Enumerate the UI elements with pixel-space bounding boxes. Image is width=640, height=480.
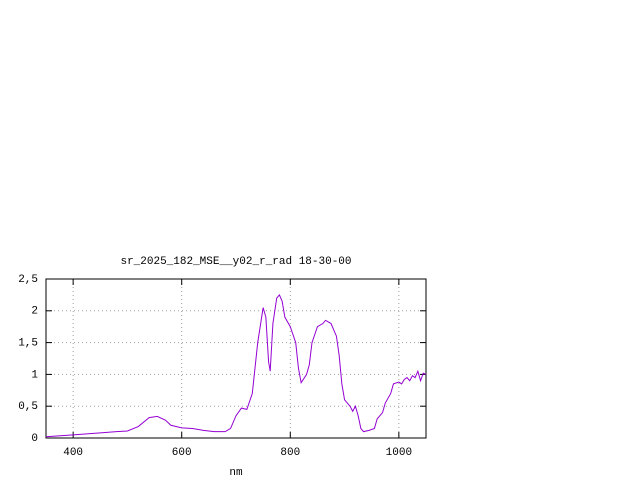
y-tick-label: 0	[31, 433, 38, 445]
x-tick-label: 400	[63, 447, 83, 459]
data-line	[45, 293, 427, 438]
x-tick-label: 600	[172, 447, 192, 459]
x-axis-label: nm	[229, 467, 243, 479]
plot-frame	[45, 278, 427, 439]
y-tick-label: 0,5	[18, 401, 38, 413]
x-tick-label: 1000	[386, 447, 412, 459]
y-tick-label: 2	[31, 306, 38, 318]
y-tick-label: 1,5	[18, 338, 38, 350]
chart-title: sr_2025_182_MSE__y02_r_rad 18-30-00	[120, 256, 351, 268]
x-tick-label: 800	[280, 447, 300, 459]
y-tick-label: 2,5	[18, 274, 38, 286]
y-tick-label: 1	[31, 369, 38, 381]
